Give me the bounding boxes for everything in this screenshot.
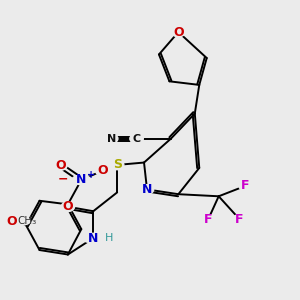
Text: +: +: [87, 170, 95, 180]
Text: CH₃: CH₃: [17, 216, 36, 226]
Text: S: S: [113, 158, 122, 171]
Text: H: H: [105, 233, 114, 243]
Text: F: F: [204, 213, 212, 226]
Ellipse shape: [82, 233, 105, 243]
Ellipse shape: [233, 214, 246, 224]
Text: N: N: [142, 183, 152, 196]
Text: O: O: [173, 26, 184, 38]
Ellipse shape: [61, 202, 75, 211]
Ellipse shape: [202, 214, 215, 224]
Ellipse shape: [104, 134, 118, 143]
Ellipse shape: [239, 181, 252, 190]
Text: C: C: [133, 134, 141, 144]
Ellipse shape: [72, 175, 91, 184]
Text: −: −: [58, 173, 69, 186]
Text: O: O: [7, 214, 17, 228]
Text: N: N: [106, 134, 116, 144]
Ellipse shape: [140, 184, 154, 194]
Ellipse shape: [130, 134, 143, 143]
Ellipse shape: [110, 160, 124, 170]
Text: N: N: [76, 173, 86, 186]
Text: O: O: [97, 164, 107, 177]
Text: F: F: [235, 213, 244, 226]
Text: O: O: [63, 200, 73, 213]
Text: N: N: [88, 232, 98, 244]
Text: O: O: [55, 159, 66, 172]
Ellipse shape: [172, 27, 185, 37]
Ellipse shape: [95, 166, 109, 176]
Ellipse shape: [54, 161, 67, 170]
Text: F: F: [241, 179, 250, 192]
Ellipse shape: [1, 216, 31, 226]
